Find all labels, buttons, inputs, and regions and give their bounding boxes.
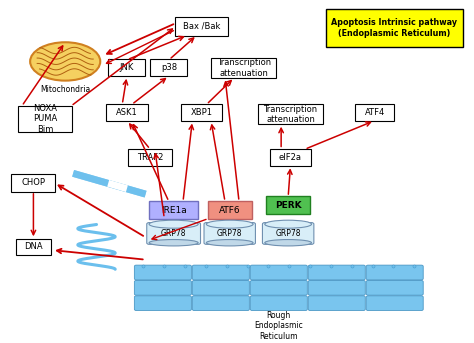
Text: TRAF2: TRAF2 [137,153,164,162]
Text: Rough
Endoplasmic
Reticulum: Rough Endoplasmic Reticulum [255,311,303,341]
FancyBboxPatch shape [134,296,191,310]
Ellipse shape [30,42,100,81]
Text: GRP78: GRP78 [217,229,243,238]
FancyBboxPatch shape [355,104,394,121]
FancyBboxPatch shape [308,281,365,295]
Ellipse shape [149,239,198,246]
Ellipse shape [265,220,311,228]
FancyBboxPatch shape [192,281,249,295]
FancyBboxPatch shape [192,296,249,310]
FancyBboxPatch shape [258,104,323,125]
FancyBboxPatch shape [192,265,249,280]
FancyBboxPatch shape [308,296,365,310]
FancyBboxPatch shape [250,281,307,295]
FancyBboxPatch shape [211,58,276,78]
Text: PERK: PERK [275,201,301,210]
FancyBboxPatch shape [11,174,55,192]
FancyBboxPatch shape [263,223,314,244]
Text: NOXA
PUMA
Bim: NOXA PUMA Bim [33,104,57,134]
Ellipse shape [206,220,253,228]
Text: ASK1: ASK1 [116,108,138,117]
FancyBboxPatch shape [18,106,72,132]
Text: CHOP: CHOP [21,178,46,187]
Text: GRP78: GRP78 [275,229,301,238]
Ellipse shape [206,239,253,246]
FancyBboxPatch shape [266,197,310,214]
Text: Bax /Bak: Bax /Bak [183,22,220,31]
Text: DNA: DNA [24,243,43,251]
FancyBboxPatch shape [250,265,307,280]
Text: Transcription
attenuation: Transcription attenuation [264,105,318,124]
Text: GRP78: GRP78 [161,229,186,238]
Text: ATF4: ATF4 [365,108,385,117]
FancyBboxPatch shape [181,104,222,121]
FancyBboxPatch shape [204,223,255,244]
FancyBboxPatch shape [134,281,191,295]
FancyBboxPatch shape [134,265,191,280]
Ellipse shape [149,220,198,228]
FancyBboxPatch shape [250,296,307,310]
FancyBboxPatch shape [208,201,252,219]
Ellipse shape [265,239,311,246]
FancyBboxPatch shape [308,265,365,280]
FancyBboxPatch shape [109,59,146,76]
FancyBboxPatch shape [366,296,423,310]
Text: Transcription
attenuation: Transcription attenuation [217,58,271,78]
FancyBboxPatch shape [16,239,51,255]
FancyBboxPatch shape [149,201,198,219]
Text: JNK: JNK [120,63,134,72]
Text: Apoptosis Intrinsic pathway
(Endoplasmic Reticulum): Apoptosis Intrinsic pathway (Endoplasmic… [331,18,457,38]
FancyBboxPatch shape [366,265,423,280]
FancyBboxPatch shape [366,281,423,295]
FancyBboxPatch shape [175,17,228,36]
Text: XBP1: XBP1 [191,108,213,117]
FancyBboxPatch shape [106,104,148,121]
FancyBboxPatch shape [128,149,172,166]
Text: eIF2a: eIF2a [279,153,302,162]
FancyBboxPatch shape [270,149,311,166]
FancyBboxPatch shape [151,59,187,76]
FancyBboxPatch shape [326,9,463,47]
Text: ATF6: ATF6 [219,205,240,215]
Text: Mitochondria: Mitochondria [40,85,91,94]
Text: IRE1a: IRE1a [161,205,186,215]
FancyBboxPatch shape [147,223,201,244]
Text: p38: p38 [161,63,177,72]
